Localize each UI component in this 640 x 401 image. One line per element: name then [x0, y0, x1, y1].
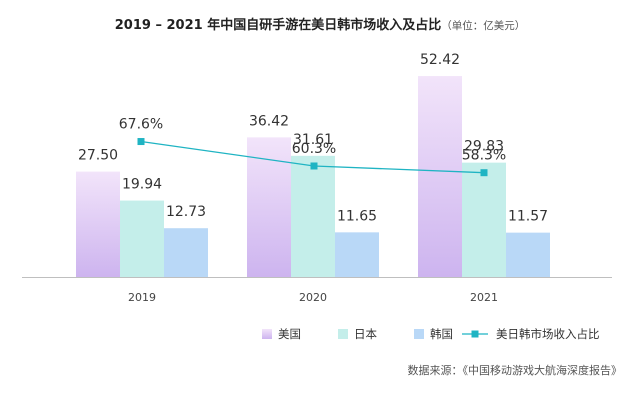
bar-2021-series-2: [506, 232, 550, 277]
chart-title: 2019 – 2021 年中国自研手游在美日韩市场收入及占比（单位：亿美元）: [0, 14, 640, 33]
chart-title-text: 2019 – 2021 年中国自研手游在美日韩市场收入及占比: [114, 18, 442, 33]
x-tick-2020: 2020: [299, 291, 327, 304]
bar-label-2021-series-2: 11.57: [508, 209, 548, 225]
bar-2019-series-0: [76, 171, 120, 277]
legend-label-series-0: 美国: [278, 327, 301, 341]
bar-label-2019-series-0: 27.50: [78, 148, 118, 164]
legend: 美国 日本 韩国 美日韩市场收入占比: [262, 327, 600, 341]
legend-swatch-series-0: [262, 329, 272, 339]
ratio-line-layer: [137, 138, 488, 177]
x-tick-2019: 2019: [128, 291, 156, 304]
bar-label-2020-series-2: 11.65: [337, 208, 377, 224]
ratio-label-2020: 60.3%: [292, 141, 336, 157]
bar-2020-series-2: [335, 232, 379, 277]
bar-2020-series-1: [291, 155, 335, 277]
bar-label-2021-series-0: 52.42: [420, 52, 460, 68]
bar-label-2019-series-2: 12.73: [166, 204, 206, 220]
legend-label-line: 美日韩市场收入占比: [496, 327, 600, 341]
bar-2019-series-2: [164, 228, 208, 277]
bar-label-2019-series-1: 19.94: [122, 177, 162, 193]
legend-swatch-series-2: [414, 329, 424, 339]
legend-line-marker: [471, 330, 479, 338]
bars-layer: [76, 76, 550, 277]
ratio-label-2019: 67.6%: [119, 117, 163, 133]
ratio-marker-2020: [310, 162, 318, 170]
chart-unit: （单位：亿美元）: [441, 20, 526, 32]
legend-label-series-2: 韩国: [430, 327, 453, 341]
bar-label-2020-series-0: 36.42: [249, 113, 289, 129]
ratio-label-2021: 58.3%: [462, 148, 506, 164]
bar-2021-series-0: [418, 76, 462, 277]
source-note: 数据来源：《中国移动游戏大航海深度报告》: [407, 364, 623, 377]
bar-label-2020-series-1: 31.61: [293, 132, 333, 148]
bar-label-2021-series-1: 29.83: [464, 139, 504, 155]
bar-2020-series-0: [247, 137, 291, 277]
legend-label-series-1: 日本: [354, 327, 377, 341]
x-tick-layer: 2019 2020 2021: [128, 291, 498, 304]
bar-2019-series-1: [120, 200, 164, 277]
x-tick-2021: 2021: [470, 291, 498, 304]
ratio-marker-2019: [137, 138, 145, 146]
bar-2021-series-1: [462, 162, 506, 277]
ratio-marker-2021: [480, 169, 488, 177]
legend-swatch-series-1: [338, 329, 348, 339]
